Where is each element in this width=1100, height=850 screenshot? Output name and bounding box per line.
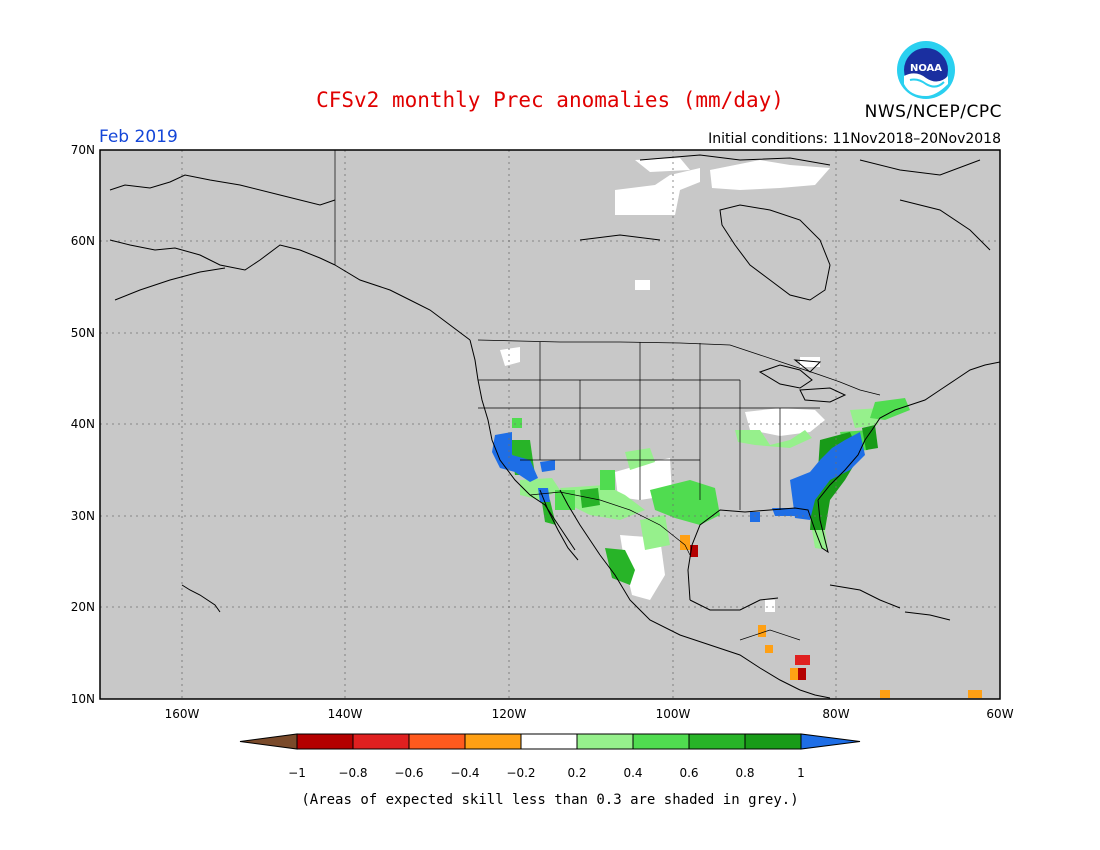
colorbar-cell (296, 733, 354, 750)
lat-label: 30N (70, 509, 95, 523)
map-title: CFSv2 monthly Prec anomalies (mm/day) (316, 88, 784, 112)
lat-label: 10N (70, 692, 95, 706)
lon-label: 160W (164, 707, 200, 721)
org-label: NWS/NCEP/CPC (864, 102, 1002, 122)
colorbar-label: −1 (288, 766, 306, 780)
colorbar-label: −0.4 (450, 766, 480, 780)
noaa-logo: NOAA (897, 41, 955, 99)
colorbar-cell (408, 733, 466, 750)
lat-label: 50N (70, 326, 95, 340)
colorbar-cell (688, 733, 746, 750)
lon-label: 100W (655, 707, 691, 721)
lat-label: 60N (70, 234, 95, 248)
colorbar-label: −0.2 (506, 766, 536, 780)
lon-label: 120W (491, 707, 527, 721)
lon-label: 140W (327, 707, 363, 721)
map-background (100, 150, 1000, 699)
forecast-month: Feb 2019 (99, 127, 178, 147)
colorbar-cell (239, 733, 298, 750)
colorbar-cell (800, 733, 861, 750)
colorbar-label: 0.8 (735, 766, 755, 780)
logo-text: NOAA (910, 63, 942, 74)
colorbar-label: 1 (797, 766, 805, 780)
colorbar-label: 0.4 (623, 766, 643, 780)
colorbar-cell (632, 733, 690, 750)
colorbar-label: 0.6 (679, 766, 699, 780)
lon-label: 60W (986, 707, 1014, 721)
lat-label: 70N (70, 143, 95, 157)
initial-conditions: Initial conditions: 11Nov2018–20Nov2018 (708, 131, 1001, 147)
colorbar-cell (464, 733, 522, 750)
colorbar-cell (744, 733, 802, 750)
skill-note: (Areas of expected skill less than 0.3 a… (301, 792, 799, 808)
colorbar-cell (520, 733, 578, 750)
lon-label: 80W (822, 707, 850, 721)
colorbar-label: −0.8 (338, 766, 368, 780)
lat-label: 20N (70, 600, 95, 614)
colorbar-label: −0.6 (394, 766, 424, 780)
colorbar-cell (576, 733, 634, 750)
gridlines (100, 150, 1000, 699)
colorbar-label: 0.2 (567, 766, 587, 780)
map-frame (99, 149, 1001, 700)
lat-label: 40N (70, 417, 95, 431)
political-borders (334, 150, 881, 641)
colorbar-cell (352, 733, 410, 750)
